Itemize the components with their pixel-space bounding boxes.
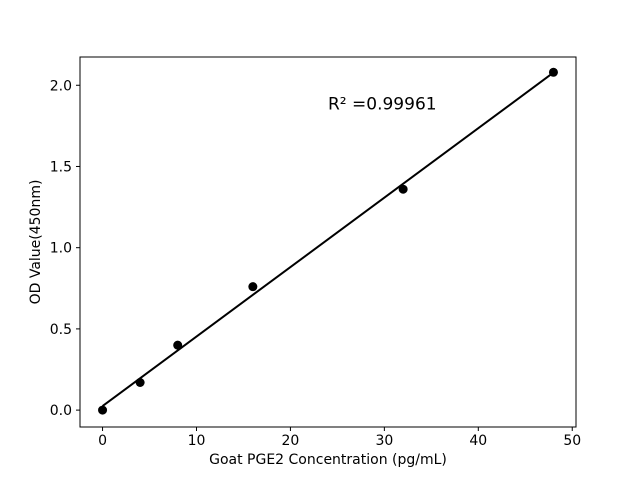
y-tick-label: 1.0 (50, 241, 72, 257)
x-axis-label: Goat PGE2 Concentration (pg/mL) (209, 452, 447, 468)
y-axis-label: OD Value(450nm) (28, 180, 44, 305)
data-point (98, 405, 108, 415)
data-point (548, 67, 558, 77)
data-point (173, 340, 183, 350)
y-tick-label: 0.5 (50, 322, 72, 338)
plot-frame (79, 56, 577, 428)
fit-line (101, 71, 555, 407)
r-squared-annotation: R² =0.99961 (328, 95, 437, 115)
x-tick-label: 50 (563, 433, 581, 449)
x-tick-label: 20 (282, 433, 300, 449)
y-tick-label: 2.0 (50, 78, 72, 94)
y-tick-label: 0.0 (50, 403, 72, 419)
data-point (248, 282, 258, 292)
x-tick-label: 30 (375, 433, 393, 449)
data-point (135, 377, 145, 387)
x-tick-label: 0 (98, 433, 107, 449)
y-tick-label: 1.5 (50, 159, 72, 175)
x-tick-label: 40 (469, 433, 487, 449)
x-tick-label: 10 (188, 433, 206, 449)
data-point (398, 184, 408, 194)
